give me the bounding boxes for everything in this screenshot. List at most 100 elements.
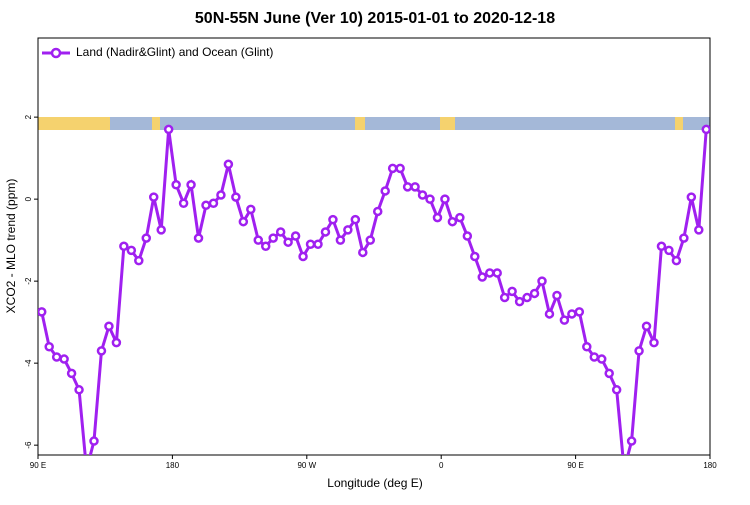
data-point bbox=[552, 290, 562, 301]
data-point bbox=[350, 214, 361, 225]
data-point bbox=[171, 180, 181, 190]
data-point bbox=[664, 245, 674, 256]
x-tick-label: 180 bbox=[703, 461, 717, 470]
data-point bbox=[156, 225, 166, 235]
x-tick-label: 180 bbox=[166, 461, 180, 470]
data-point bbox=[358, 247, 368, 258]
data-point bbox=[701, 124, 710, 135]
data-point bbox=[621, 466, 628, 473]
data-point bbox=[328, 214, 338, 225]
data-point bbox=[544, 309, 555, 319]
data-point bbox=[686, 192, 697, 202]
data-point bbox=[634, 346, 644, 356]
data-point bbox=[89, 436, 99, 446]
legend-marker bbox=[50, 47, 62, 59]
data-point bbox=[141, 233, 152, 243]
data-point bbox=[186, 180, 196, 190]
data-point bbox=[589, 352, 600, 362]
data-point bbox=[372, 206, 383, 217]
data-point bbox=[193, 233, 204, 243]
data-point bbox=[499, 292, 510, 303]
data-point bbox=[208, 198, 219, 208]
data-point bbox=[83, 466, 90, 473]
data-point bbox=[507, 286, 517, 297]
data-point bbox=[298, 251, 308, 262]
data-point bbox=[51, 352, 62, 362]
series-line bbox=[40, 129, 708, 455]
data-point bbox=[447, 216, 458, 227]
data-point bbox=[119, 241, 129, 252]
data-point bbox=[455, 212, 465, 223]
data-point bbox=[694, 225, 704, 235]
data-point bbox=[514, 296, 525, 307]
data-point bbox=[611, 385, 622, 395]
data-point bbox=[253, 235, 264, 245]
data-point bbox=[410, 182, 420, 192]
legend-label: Land (Nadir&Glint) and Ocean (Glint) bbox=[76, 45, 273, 59]
data-point bbox=[335, 235, 346, 245]
data-point bbox=[492, 268, 502, 278]
data-point bbox=[38, 307, 47, 317]
data-point bbox=[596, 354, 607, 364]
data-point bbox=[238, 216, 249, 227]
x-tick-label: 90 E bbox=[30, 461, 46, 470]
data-point bbox=[484, 268, 495, 278]
data-point bbox=[432, 212, 443, 223]
data-point bbox=[365, 235, 376, 245]
data-point bbox=[313, 239, 323, 249]
data-point bbox=[148, 192, 159, 202]
data-point bbox=[96, 346, 107, 356]
data-point bbox=[343, 225, 353, 235]
data-point bbox=[126, 245, 137, 256]
chart-title: 50N-55N June (Ver 10) 2015-01-01 to 2020… bbox=[195, 10, 555, 27]
x-tick-label: 90 E bbox=[567, 461, 583, 470]
data-point bbox=[574, 307, 585, 317]
data-point bbox=[679, 233, 689, 243]
y-axis-label: XCO2 - MLO trend (ppm) bbox=[4, 179, 18, 314]
data-point bbox=[66, 368, 77, 379]
data-point bbox=[305, 239, 316, 249]
data-point bbox=[567, 309, 577, 319]
data-point bbox=[626, 436, 637, 446]
data-point bbox=[283, 237, 293, 247]
data-point bbox=[582, 342, 592, 352]
data-point bbox=[522, 292, 532, 303]
data-point bbox=[104, 321, 114, 332]
data-point bbox=[425, 194, 435, 204]
data-point bbox=[387, 163, 398, 174]
data-point bbox=[529, 288, 540, 299]
y-tick-label: -4 bbox=[24, 359, 33, 367]
data-point bbox=[641, 321, 652, 332]
data-point bbox=[559, 315, 570, 325]
land-ocean-strip bbox=[38, 117, 710, 130]
x-axis-label: Longitude (deg E) bbox=[327, 476, 422, 490]
data-point bbox=[470, 251, 480, 262]
data-point bbox=[671, 255, 682, 266]
x-tick-label: 90 W bbox=[297, 461, 316, 470]
data-point bbox=[111, 337, 122, 348]
data-point bbox=[477, 272, 488, 282]
data-point bbox=[44, 342, 54, 352]
data-point bbox=[320, 227, 331, 237]
data-point bbox=[163, 124, 174, 135]
data-point bbox=[231, 192, 241, 202]
y-tick-label: 2 bbox=[24, 114, 33, 119]
data-point bbox=[656, 241, 667, 252]
data-point bbox=[178, 198, 189, 208]
data-point bbox=[216, 190, 226, 200]
data-point bbox=[74, 385, 84, 395]
data-point bbox=[260, 241, 271, 252]
y-tick-label: -6 bbox=[24, 441, 33, 449]
plot-frame bbox=[37, 37, 711, 456]
data-point bbox=[402, 182, 413, 192]
data-point bbox=[649, 337, 659, 348]
data-point bbox=[462, 231, 473, 241]
data-point bbox=[537, 276, 547, 286]
data-point bbox=[440, 194, 450, 204]
data-point bbox=[268, 233, 278, 243]
data-point bbox=[417, 190, 428, 200]
data-point bbox=[395, 163, 405, 174]
y-tick-label: -2 bbox=[24, 277, 33, 285]
x-tick-label: 0 bbox=[439, 461, 444, 470]
